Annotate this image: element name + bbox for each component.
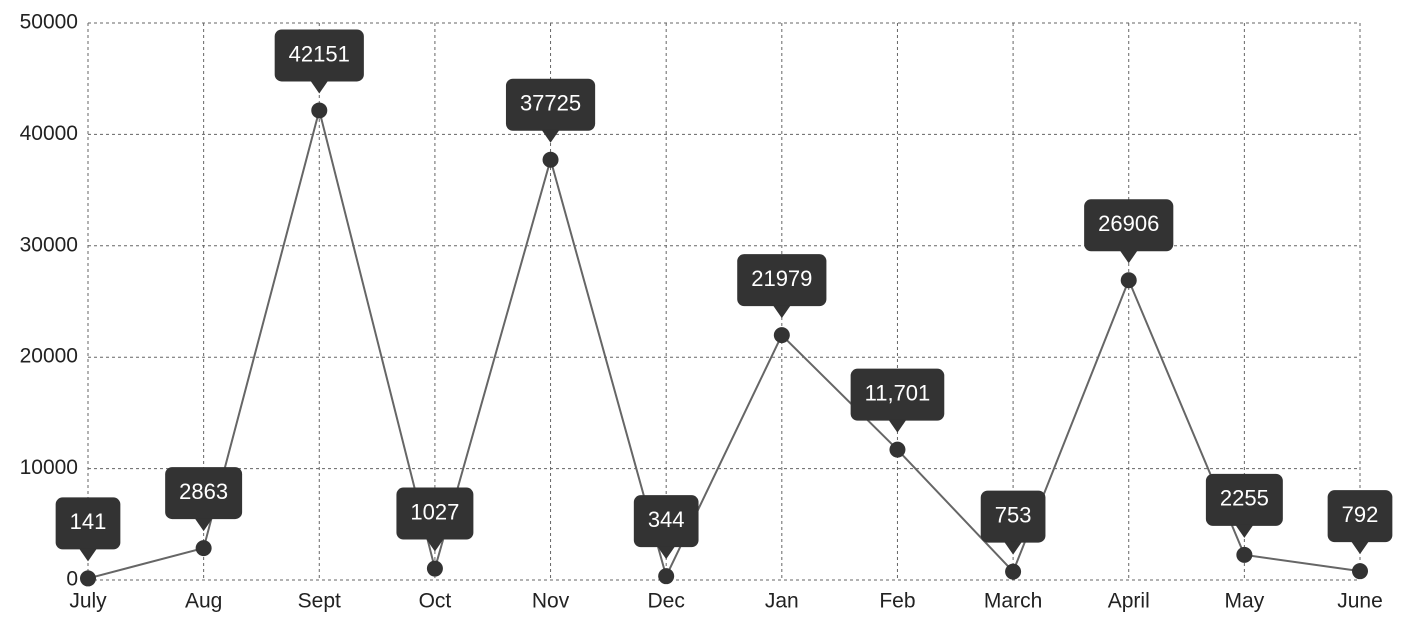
data-label: 141 [70,509,107,534]
y-tick-label: 0 [66,568,78,591]
tooltip-box [1327,490,1393,543]
tooltip: 792 [1327,490,1393,555]
tooltip-pointer [541,129,560,143]
tooltip-pointer [1351,541,1369,555]
data-label: 2863 [179,479,228,504]
y-tick-label: 50000 [20,11,78,34]
tooltip-pointer [1119,250,1138,264]
data-label: 1027 [410,499,459,524]
data-label: 344 [648,507,685,532]
y-tick-label: 20000 [20,345,78,368]
tooltip-box [850,368,945,421]
data-point [889,441,906,458]
tooltip-box [1205,473,1283,526]
data-label: 37725 [520,91,581,116]
x-tick-label: Dec [648,590,685,613]
tooltip: 2255 [1205,473,1283,538]
x-tick-label: April [1108,590,1150,613]
data-label: 753 [995,502,1032,527]
data-label: 11,701 [865,380,931,405]
tooltip: 21979 [737,254,827,319]
data-point [658,568,675,585]
tooltip: 42151 [274,29,364,94]
data-point [311,102,328,119]
data-point [1120,272,1137,289]
x-tick-label: Jan [765,590,799,613]
tooltip-pointer [888,419,907,433]
x-tick-label: Sept [298,590,341,613]
tooltip-box [55,497,121,550]
tooltip-pointer [310,80,329,94]
tooltip-box [505,78,596,131]
data-point [1005,563,1022,580]
x-tick-label: June [1337,590,1383,613]
data-label: 2255 [1220,486,1269,511]
series-line [87,106,1361,580]
tooltip-box [396,487,474,540]
data-point [542,151,559,168]
data-label: 42151 [289,41,350,66]
tooltip: 1027 [396,487,474,552]
x-tick-label: May [1225,590,1265,613]
tooltip-pointer [194,518,213,532]
data-label: 792 [1342,502,1379,527]
tooltip: 11,701 [850,368,945,433]
x-tick-label: Feb [879,590,915,613]
tooltip-pointer [79,548,97,562]
tooltip-pointer [772,305,791,319]
tooltip: 37725 [505,78,596,143]
tooltip-pointer [657,546,676,560]
tooltip: 753 [980,490,1046,555]
tooltip: 2863 [165,467,243,532]
data-point [773,327,790,344]
tooltip-box [737,254,827,307]
x-tick-label: Aug [185,590,222,613]
tooltip-pointer [1004,541,1023,555]
x-tick-label: Oct [419,590,452,613]
data-point [80,570,96,587]
x-tick-label: March [984,590,1042,613]
tooltip-box [1084,199,1174,252]
tooltip-box [633,495,699,548]
tooltip-box [165,467,243,520]
x-tick-label: Nov [532,590,570,613]
y-tick-label: 10000 [20,456,78,479]
tooltip-box [274,29,364,82]
data-label: 21979 [751,266,812,291]
x-tick-label: July [69,590,107,613]
y-tick-label: 30000 [20,233,78,256]
tooltip-pointer [425,538,444,552]
tooltip: 141 [55,497,121,562]
tooltip: 26906 [1084,199,1174,264]
data-point [195,540,212,557]
y-tick-label: 40000 [20,122,78,145]
tooltip: 344 [633,495,699,560]
tooltip-box [980,490,1046,543]
data-point [426,560,443,577]
data-point [1236,546,1253,563]
data-point [1352,563,1368,580]
tooltip-pointer [1235,524,1254,538]
data-label: 26906 [1098,211,1159,236]
